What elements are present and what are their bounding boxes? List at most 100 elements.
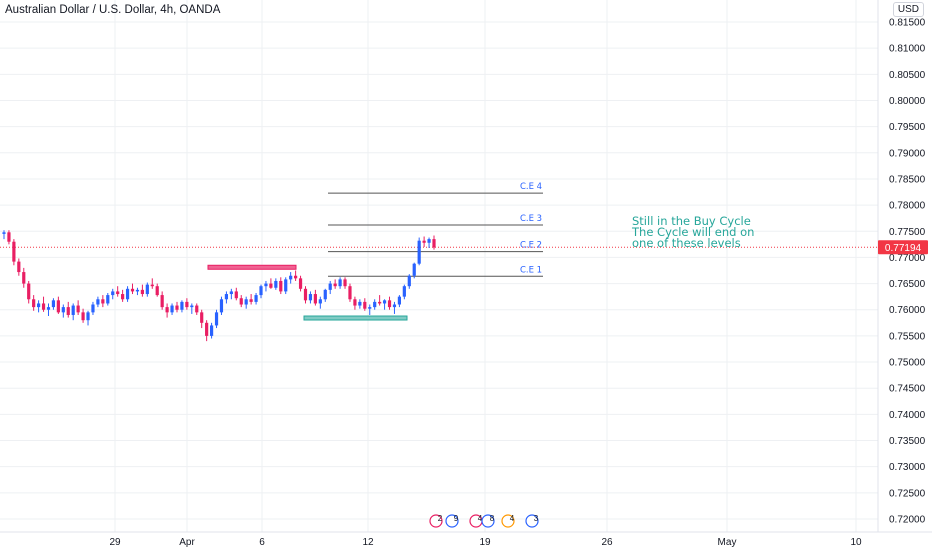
candle: [397, 295, 402, 308]
price-tick-label: 0.72500: [889, 488, 926, 499]
candle: [427, 237, 431, 249]
candle: [417, 237, 421, 266]
price-tick-label: 0.72000: [889, 515, 926, 526]
time-tick-label: 6: [259, 537, 265, 548]
candle: [422, 236, 426, 247]
candle-body: [427, 239, 431, 243]
flag-icon: [501, 514, 515, 528]
economic-event-marker[interactable]: 3: [525, 514, 539, 528]
candle: [229, 288, 233, 300]
candle: [289, 272, 293, 284]
candle-body: [378, 301, 382, 304]
current-price-label: 0.77194: [885, 243, 922, 254]
candle-body: [7, 232, 11, 242]
candle: [333, 279, 337, 289]
candle: [224, 291, 229, 304]
candle: [17, 258, 21, 276]
candle-body: [328, 283, 332, 290]
price-tick-label: 0.81000: [889, 44, 926, 55]
time-axis[interactable]: 29 Apr 6 12 19 26 May 10: [109, 537, 862, 548]
candle: [200, 309, 204, 329]
price-tick-label: 0.79000: [889, 148, 926, 159]
candle: [378, 295, 382, 306]
candle-body: [106, 295, 110, 304]
candle: [46, 303, 51, 317]
candle-body: [269, 283, 273, 288]
candle: [125, 286, 130, 302]
candle: [27, 280, 31, 304]
candle: [32, 295, 36, 311]
candle-body: [244, 299, 248, 305]
candle-body: [343, 279, 347, 287]
candle-body: [239, 298, 243, 305]
candle-body: [160, 295, 164, 308]
candle-body: [338, 279, 342, 287]
cycle-level-label: C.E 3: [520, 214, 542, 224]
candle-body: [348, 286, 352, 300]
candle: [111, 288, 115, 300]
candle: [180, 300, 184, 313]
candle-body: [155, 286, 159, 296]
candle: [269, 278, 273, 289]
candle: [412, 262, 416, 279]
candle-body: [234, 291, 238, 299]
candle: [407, 274, 411, 289]
price-tick-label: 0.75000: [889, 358, 926, 369]
candle-body: [397, 296, 402, 305]
candle: [61, 304, 65, 318]
economic-event-marker[interactable]: 8: [481, 514, 495, 528]
candle: [135, 287, 140, 296]
candle-body: [195, 305, 199, 313]
event-count-label: 8: [490, 514, 495, 523]
candle-body: [274, 280, 278, 288]
flag-icon: [525, 514, 539, 528]
candle: [2, 230, 6, 240]
candle: [76, 300, 80, 315]
note-line: The Cycle will end on: [632, 225, 755, 239]
chart-grid: [0, 0, 932, 533]
candle: [51, 298, 56, 310]
candle-body: [135, 289, 140, 292]
time-tick-label: 12: [362, 537, 374, 548]
candle: [392, 301, 397, 314]
candle: [155, 283, 159, 297]
price-axis[interactable]: 0.81500 0.81000 0.80500 0.80000 0.79500 0.790…: [878, 18, 928, 526]
candle: [338, 277, 342, 289]
candle-body: [368, 307, 372, 309]
candle: [234, 287, 238, 301]
candle: [274, 278, 278, 290]
price-tick-label: 0.80500: [889, 70, 926, 81]
candle-body: [353, 299, 357, 306]
candle: [298, 275, 303, 292]
candle-body: [205, 322, 209, 336]
candle-body: [412, 263, 416, 276]
time-tick-label: Apr: [179, 537, 195, 548]
candle-body: [46, 307, 51, 310]
time-tick-label: 19: [479, 537, 491, 548]
economic-event-marker[interactable]: 4: [501, 514, 515, 528]
candle: [353, 296, 357, 310]
candle-body: [125, 288, 130, 300]
candle-body: [313, 294, 317, 304]
cycle-level-label: C.E 4: [520, 182, 542, 192]
currency-button[interactable]: USD: [892, 2, 924, 17]
price-tick-label: 0.81500: [889, 18, 926, 29]
economic-event-marker[interactable]: 9: [445, 514, 459, 528]
candle-body: [101, 299, 105, 304]
candle-body: [308, 294, 313, 301]
time-tick-label: May: [718, 537, 737, 548]
candle-body: [81, 312, 85, 321]
candle: [254, 292, 258, 305]
economic-event-marker[interactable]: 4: [469, 514, 483, 528]
note-line: Still in the Buy Cycle: [632, 214, 751, 228]
candle-body: [41, 303, 46, 310]
candle: [7, 230, 11, 245]
candle-body: [214, 312, 219, 326]
economic-event-marker[interactable]: 2: [429, 514, 443, 528]
time-tick-label: 10: [850, 537, 862, 548]
candle: [175, 301, 179, 313]
candle: [91, 301, 95, 315]
candle-body: [12, 241, 16, 262]
